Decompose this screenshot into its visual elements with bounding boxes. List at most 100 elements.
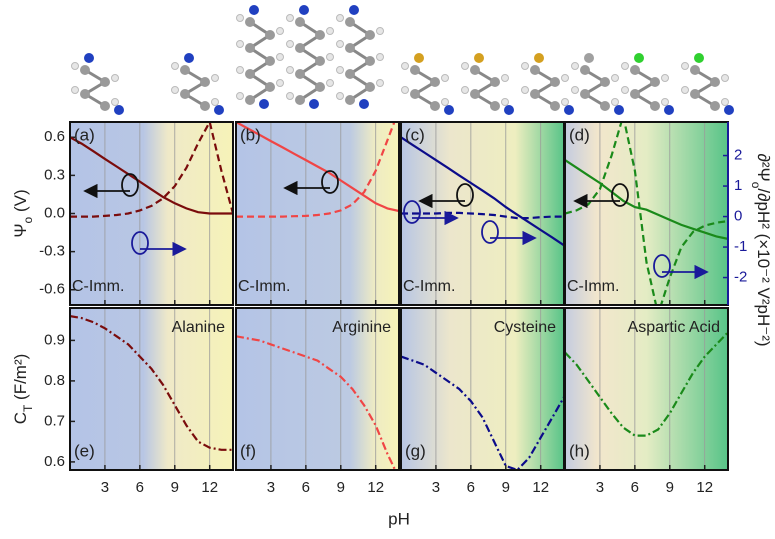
molecule-atom [722, 75, 729, 82]
panel-note: C-Imm. [403, 278, 455, 295]
panel-note: C-Imm. [567, 278, 619, 295]
molecule-atom [237, 93, 244, 100]
molecule-atom [309, 99, 319, 109]
y-axis-label: CT (F/m²) [11, 354, 35, 425]
y-axis-label: Ψo (V) [11, 189, 35, 237]
molecule-atom [337, 41, 344, 48]
y2-axis-label: ∂²Ψo/∂pH² (×10⁻² V²pH⁻²) [749, 153, 773, 346]
molecule-atom [502, 99, 509, 106]
molecule-atom [295, 95, 305, 105]
panel-label: (c) [405, 125, 425, 144]
molecule-atom [572, 87, 579, 94]
molecule-atom [287, 41, 294, 48]
y-axis-label-part: (V) [11, 189, 30, 216]
molecule-atom [550, 77, 560, 87]
molecule-atom [345, 43, 355, 53]
molecule-atom [470, 89, 480, 99]
molecule-atom [534, 53, 544, 63]
molecule-atom [474, 53, 484, 63]
molecule-atom [112, 99, 119, 106]
molecule-atom [337, 67, 344, 74]
y2-tick-label: -1 [734, 238, 747, 255]
molecule-atom [622, 87, 629, 94]
molecule-atom [80, 65, 90, 75]
x-tick-label: 6 [302, 479, 310, 496]
molecule-atom [664, 105, 674, 115]
panel-name: Aspartic Acid [628, 319, 720, 336]
molecule-atom [612, 99, 619, 106]
y-tick-label: 0.3 [44, 166, 65, 183]
molecule-atom [612, 75, 619, 82]
molecule-atom [327, 80, 334, 87]
panel-label: (d) [569, 125, 590, 144]
molecule-atom [287, 93, 294, 100]
y-tick-label: 0.7 [44, 412, 65, 429]
panel-label: (e) [74, 441, 95, 460]
molecule-atom [690, 89, 700, 99]
molecule-atom [410, 89, 420, 99]
molecule-atom [214, 105, 224, 115]
x-tick-label: 12 [367, 479, 384, 496]
molecule-atom [315, 82, 325, 92]
molecule-atom [580, 65, 590, 75]
panel-name: Cysteine [494, 319, 556, 336]
molecule-atom [442, 75, 449, 82]
molecule-atom [562, 99, 569, 106]
molecule-atom [287, 15, 294, 22]
y2-axis-label-part: ∂²Ψ [754, 153, 773, 181]
molecule-atom [212, 75, 219, 82]
molecule-atom [662, 99, 669, 106]
panel-label: (g) [405, 441, 426, 460]
molecule-atom [245, 17, 255, 27]
x-tick-label: 9 [171, 479, 179, 496]
molecule-atom [710, 77, 720, 87]
molecule-atom [530, 65, 540, 75]
molecule-atom [345, 69, 355, 79]
y-axis-label-part: C [11, 412, 30, 424]
molecule-atom [72, 87, 79, 94]
molecule-atom [430, 101, 440, 111]
molecule-atom [377, 80, 384, 87]
molecule-atom [402, 87, 409, 94]
y-tick-label: 0.6 [44, 128, 65, 145]
x-tick-label: 6 [467, 479, 475, 496]
molecule-atom [295, 43, 305, 53]
x-tick-label: 3 [101, 479, 109, 496]
molecule-atom [682, 87, 689, 94]
molecule-atom [504, 105, 514, 115]
molecule-atom [80, 89, 90, 99]
x-tick-label: 9 [666, 479, 674, 496]
y-tick-label: -0.6 [39, 281, 65, 298]
molecule-atom [562, 75, 569, 82]
panel-name: Arginine [332, 319, 391, 336]
molecule-atom [365, 30, 375, 40]
x-axis-label: pH [388, 509, 410, 528]
molecule-atom [114, 105, 124, 115]
molecule-atom [237, 15, 244, 22]
y-tick-label: 0.6 [44, 453, 65, 470]
molecule-atom [564, 105, 574, 115]
molecule-atom [522, 63, 529, 70]
molecule-atom [112, 75, 119, 82]
molecule-atom [180, 65, 190, 75]
molecule-atom [277, 80, 284, 87]
molecule-atom [259, 99, 269, 109]
molecule-atom [710, 101, 720, 111]
molecule-atom [365, 56, 375, 66]
y-tick-label: 0.9 [44, 331, 65, 348]
molecule-atom [249, 5, 259, 15]
molecule-atom [622, 63, 629, 70]
molecule-atom [502, 75, 509, 82]
x-tick-label: 9 [502, 479, 510, 496]
y-tick-label: -0.3 [39, 243, 65, 260]
panel-label: (b) [240, 125, 261, 144]
molecule-atom [172, 63, 179, 70]
molecule-atom [180, 89, 190, 99]
molecule-atom [580, 89, 590, 99]
x-tick-label: 3 [267, 479, 275, 496]
molecule-atom [470, 65, 480, 75]
molecule-atom [295, 17, 305, 27]
molecule-atom [600, 77, 610, 87]
molecule-atom [337, 15, 344, 22]
molecule-atom [490, 101, 500, 111]
